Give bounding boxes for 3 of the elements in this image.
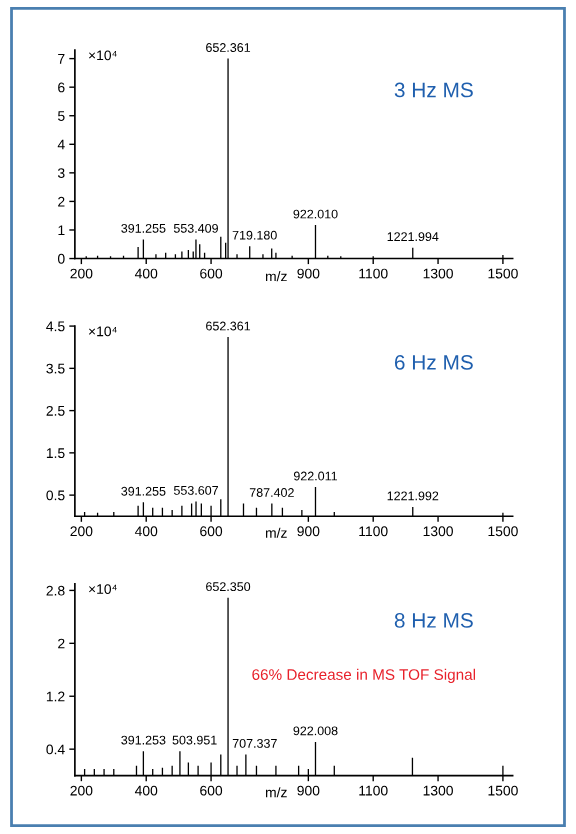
text: 8 Hz MS bbox=[394, 613, 473, 628]
text: 6 Hz MS bbox=[394, 354, 473, 370]
text: 3 Hz MS bbox=[394, 82, 473, 98]
